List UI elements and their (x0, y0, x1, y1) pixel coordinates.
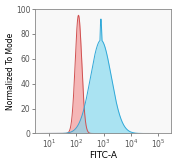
X-axis label: FITC-A: FITC-A (89, 151, 117, 161)
Y-axis label: Normalized To Mode: Normalized To Mode (5, 33, 15, 110)
